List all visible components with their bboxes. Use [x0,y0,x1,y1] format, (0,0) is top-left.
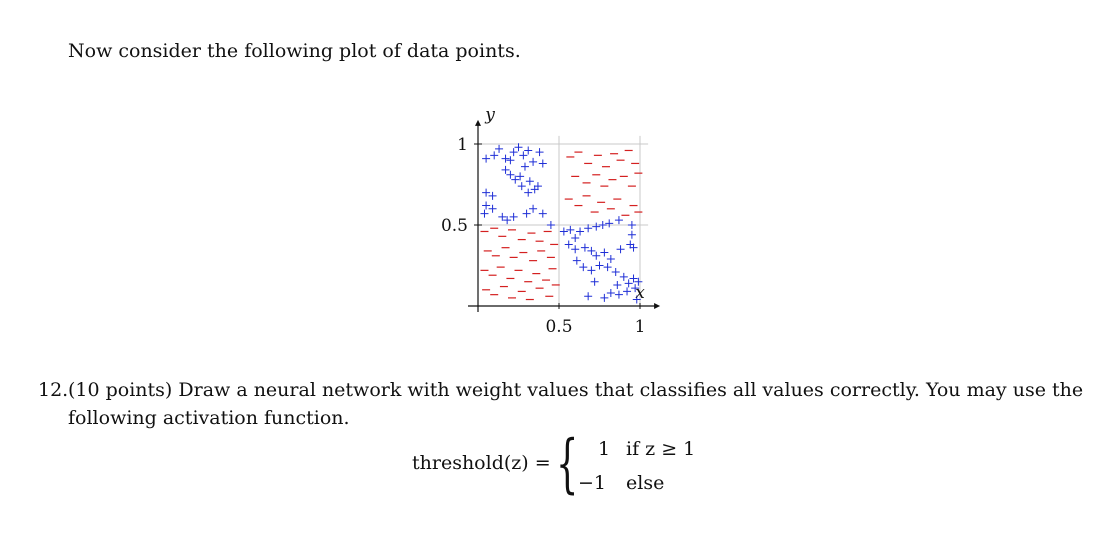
point-plus-23 [488,191,497,200]
question-prompt-line1: (10 points) Draw a neural network with w… [68,379,1084,401]
point-plus-62 [624,279,633,288]
point-plus-56 [579,263,588,272]
intro-text: Now consider the following plot of data … [68,40,521,62]
point-plus-41 [605,219,614,228]
point-plus-54 [629,243,638,252]
point-plus-48 [592,251,601,260]
point-plus-60 [611,267,620,276]
point-plus-70 [632,295,641,304]
point-plus-68 [606,289,615,298]
point-plus-17 [525,177,534,186]
point-plus-9 [529,157,538,166]
point-plus-43 [627,221,636,229]
point-plus-8 [524,146,533,155]
point-plus-11 [538,159,547,168]
point-plus-21 [524,188,533,197]
point-plus-58 [595,261,604,270]
point-plus-29 [509,212,518,221]
y-axis-arrow-icon [475,119,481,126]
plot-labels: 0.5 1 0.5 1 x y [441,105,645,337]
x-tick-label-1: 1 [635,317,646,337]
point-plus-72 [590,277,599,286]
formula-case2-value: −1 [578,472,607,494]
point-plus-64 [634,277,643,286]
point-plus-12 [501,165,510,174]
point-plus-25 [488,204,497,213]
point-plus-1 [490,151,499,160]
point-plus-36 [571,233,580,242]
point-plus-46 [580,243,589,252]
formula-case1-value: 1 [598,438,611,460]
question-number: 12. [38,379,69,401]
point-plus-66 [623,287,632,296]
point-plus-3 [501,154,510,163]
point-plus-67 [614,290,623,299]
x-axis-arrow-icon [654,303,661,309]
point-plus-0 [482,154,491,163]
point-plus-51 [616,245,625,254]
point-plus-27 [498,212,507,221]
point-plus-47 [587,246,596,255]
formula-lhs: threshold(z) = [412,452,551,474]
x-axis-label: x [635,283,645,303]
plot-axes [468,119,661,312]
point-plus-6 [514,143,523,152]
point-plus-42 [614,216,623,225]
point-plus-69 [600,293,609,302]
point-plus-37 [576,227,585,236]
point-plus-49 [600,248,609,257]
point-plus-53 [627,230,636,239]
point-plus-26 [480,209,489,218]
point-plus-44 [564,240,573,249]
scatter-plot: 0.5 1 0.5 1 x y [441,105,661,337]
point-plus-19 [533,182,542,191]
point-plus-35 [566,225,575,234]
point-plus-39 [592,222,601,231]
point-plus-20 [517,182,526,191]
point-plus-63 [629,274,638,283]
formula-brace-icon: { [556,427,579,501]
point-plus-18 [530,185,539,194]
point-plus-65 [631,284,640,293]
plot-grid [478,135,649,306]
point-plus-14 [511,175,520,184]
point-plus-15 [516,172,525,181]
x-tick-label-0: 0.5 [545,317,572,337]
point-plus-71 [613,280,622,289]
point-plus-57 [587,266,596,275]
point-plus-5 [509,148,518,157]
point-plus-34 [559,227,568,236]
point-plus-33 [546,221,555,229]
point-plus-59 [603,263,612,272]
point-plus-2 [495,144,504,153]
point-plus-31 [529,204,538,213]
y-tick-label-0: 0.5 [441,216,468,236]
point-plus-73 [584,292,593,301]
plot-points [480,143,643,304]
point-plus-40 [598,221,607,229]
point-plus-52 [626,240,635,249]
point-plus-22 [482,188,491,197]
point-plus-38 [584,224,593,233]
point-plus-7 [519,151,528,160]
point-plus-30 [522,209,531,218]
point-plus-4 [506,156,515,165]
point-plus-45 [571,245,580,254]
point-plus-10 [535,148,544,157]
point-plus-16 [520,162,529,171]
y-tick-label-1: 1 [457,135,468,155]
point-plus-24 [482,201,491,210]
y-axis-label: y [484,105,495,125]
point-plus-13 [506,170,515,179]
formula-case1-condition: if z ≥ 1 [626,438,696,460]
formula-case2-condition: else [626,472,665,494]
point-plus-50 [606,255,615,264]
question-prompt-line2: following activation function. [68,407,350,429]
question-12: 12.(10 points) Draw a neural network wit… [38,376,1083,432]
point-plus-55 [572,256,581,265]
point-plus-61 [619,272,628,281]
point-plus-32 [538,209,547,218]
point-plus-28 [503,216,512,225]
